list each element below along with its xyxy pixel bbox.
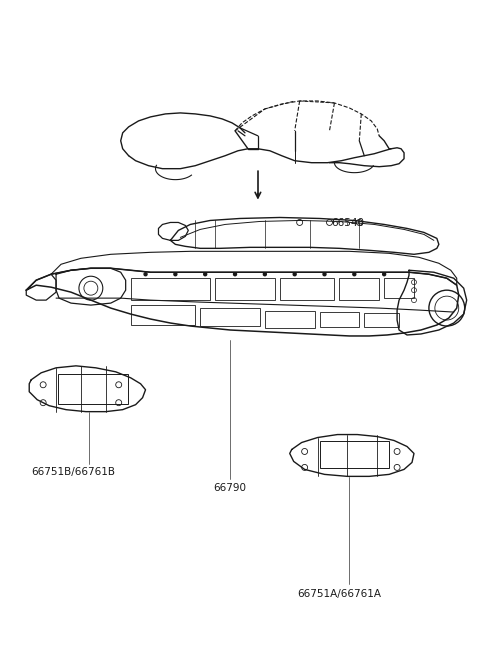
Text: 66751A/66761A: 66751A/66761A (298, 589, 382, 599)
Bar (265, 311, 314, 328)
Bar (364, 313, 399, 327)
Circle shape (144, 273, 147, 276)
Bar (280, 278, 335, 300)
Circle shape (353, 273, 356, 276)
Bar (58, 374, 128, 403)
Bar (320, 312, 360, 327)
Bar (131, 278, 210, 300)
Circle shape (204, 273, 207, 276)
Circle shape (323, 273, 326, 276)
Circle shape (293, 273, 296, 276)
Bar (384, 278, 414, 298)
Bar (339, 278, 379, 300)
Circle shape (383, 273, 385, 276)
Bar (131, 305, 195, 325)
Circle shape (234, 273, 237, 276)
Text: 66790: 66790 (214, 484, 247, 493)
Bar (200, 308, 260, 326)
Bar (215, 278, 275, 300)
Circle shape (174, 273, 177, 276)
Circle shape (264, 273, 266, 276)
Bar (320, 441, 389, 468)
Text: 66540: 66540 (331, 219, 364, 229)
Text: 66751B/66761B: 66751B/66761B (31, 467, 115, 478)
